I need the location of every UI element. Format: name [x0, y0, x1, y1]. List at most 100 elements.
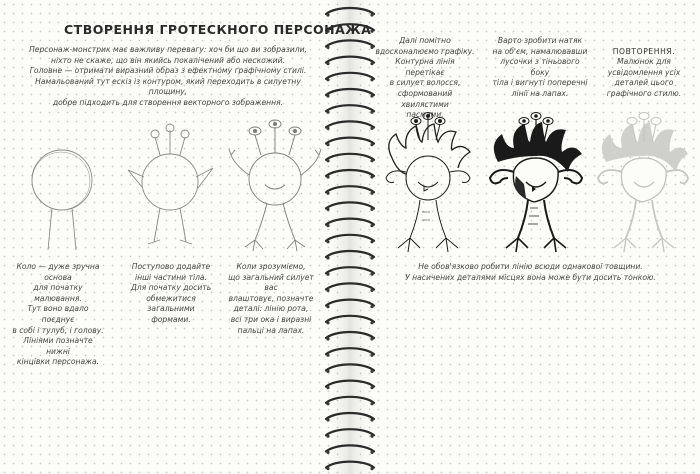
spiral-ring — [324, 39, 376, 48]
punch-hole — [370, 305, 374, 309]
spiral-ring — [324, 379, 376, 388]
punch-hole — [370, 13, 374, 17]
punch-hole — [370, 321, 374, 325]
punch-hole — [370, 110, 374, 114]
punch-hole — [326, 94, 330, 98]
punch-hole — [370, 288, 374, 292]
monster-line-art — [378, 112, 478, 257]
repeat-heading: ПОВТОРЕННЯ. — [612, 46, 676, 56]
spiral-ring — [324, 363, 376, 372]
punch-hole — [326, 78, 330, 82]
punch-hole — [326, 191, 330, 195]
punch-hole — [326, 418, 330, 422]
punch-hole — [370, 434, 374, 438]
punch-hole — [370, 62, 374, 66]
spiral-ring — [324, 55, 376, 64]
right-page — [356, 0, 700, 474]
punch-hole — [370, 369, 374, 373]
monster-repeat-faded — [592, 112, 692, 257]
monster-inked — [484, 112, 589, 257]
spiral-binding — [324, 6, 376, 471]
punch-hole — [370, 191, 374, 195]
caption-step-5: Варто зробити натяк на об'єм, намалювавш… — [492, 36, 588, 98]
punch-hole — [370, 272, 374, 276]
spiral-ring — [324, 395, 376, 404]
punch-hole — [326, 29, 330, 33]
punch-hole — [326, 272, 330, 276]
punch-hole — [326, 402, 330, 406]
spiral-ring — [324, 314, 376, 323]
punch-hole — [326, 143, 330, 147]
punch-hole — [370, 94, 374, 98]
punch-hole — [326, 337, 330, 341]
punch-hole — [370, 175, 374, 179]
spiral-ring — [324, 266, 376, 275]
sketch-step-1 — [20, 140, 105, 260]
punch-hole — [370, 450, 374, 454]
page-title: СТВОРЕННЯ ГРОТЕСКНОГО ПЕРСОНАЖА — [64, 22, 372, 37]
punch-hole — [370, 159, 374, 163]
spiral-ring — [324, 185, 376, 194]
punch-hole — [370, 78, 374, 82]
spiral-ring — [324, 347, 376, 356]
punch-hole — [370, 402, 374, 406]
spiral-ring — [324, 460, 376, 469]
spiral-ring — [324, 330, 376, 340]
spiral-ring — [324, 428, 376, 437]
spiral-ring — [324, 249, 376, 259]
punch-hole — [326, 369, 330, 373]
punch-hole — [370, 386, 374, 390]
punch-hole — [370, 467, 374, 471]
punch-hole — [326, 467, 330, 471]
caption-repeat: ПОВТОРЕННЯ. Малюнок для усвідомлення усі… — [596, 36, 692, 110]
punch-hole — [370, 224, 374, 228]
punch-hole — [370, 45, 374, 50]
sketch-step-3 — [225, 115, 325, 255]
punch-hole — [326, 224, 330, 228]
punch-hole — [370, 353, 374, 357]
punch-hole — [326, 434, 330, 438]
repeat-body: Малюнок для усвідомлення усіх деталей ць… — [606, 57, 682, 98]
punch-hole — [370, 240, 374, 244]
left-page — [0, 0, 344, 474]
punch-hole — [370, 29, 374, 33]
sketch-step-2 — [120, 122, 220, 252]
spiral-ring — [324, 444, 376, 453]
spiral-ring — [324, 104, 376, 113]
punch-hole — [326, 305, 330, 309]
caption-step-2: Поступово додайте інші частини тіла. Для… — [130, 262, 212, 324]
punch-hole — [370, 126, 374, 130]
spiral-ring — [324, 411, 376, 421]
punch-hole — [326, 126, 330, 130]
caption-step-1: Коло — дуже зручна основа для початку ма… — [12, 262, 104, 367]
punch-hole — [326, 321, 330, 325]
punch-hole — [370, 337, 374, 341]
caption-line-thickness: Не обов'язково робити лінію всюди однако… — [405, 262, 656, 282]
spiral-ring — [324, 152, 376, 161]
spiral-ring — [324, 298, 376, 307]
spiral-ring — [324, 201, 376, 210]
punch-hole — [326, 240, 330, 244]
caption-step-3: Коли зрозуміємо, що загальний силует вас… — [228, 262, 314, 335]
spiral-ring — [324, 120, 376, 129]
punch-hole — [370, 418, 374, 422]
punch-hole — [370, 207, 374, 211]
caption-step-4: Далі помітно вдосконалюємо графіку. Конт… — [375, 36, 475, 120]
punch-hole — [326, 13, 330, 17]
punch-hole — [326, 450, 330, 454]
spiral-ring — [324, 168, 376, 178]
spiral-ring — [324, 6, 376, 16]
spiral-ring — [324, 136, 376, 145]
punch-hole — [326, 175, 330, 179]
spiral-ring — [324, 233, 376, 242]
punch-hole — [370, 256, 374, 260]
punch-hole — [326, 62, 330, 66]
punch-hole — [326, 207, 330, 211]
punch-hole — [326, 159, 330, 163]
spiral-ring — [324, 71, 376, 80]
spiral-ring — [324, 87, 376, 97]
punch-hole — [326, 353, 330, 357]
punch-hole — [326, 386, 330, 390]
spiral-ring — [324, 282, 376, 291]
spiral-ring — [324, 23, 376, 32]
